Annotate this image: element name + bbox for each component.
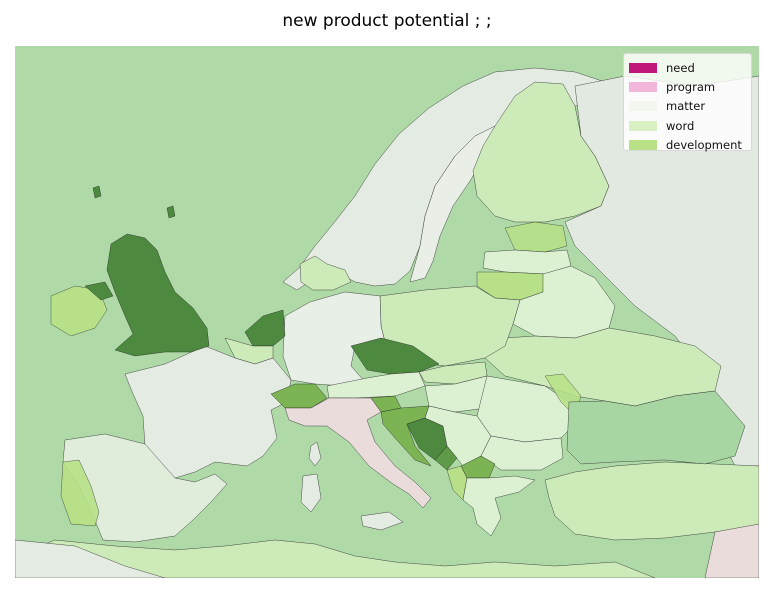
north-africa-west bbox=[15, 539, 166, 578]
country-denmark bbox=[299, 255, 352, 291]
legend-swatch-program bbox=[629, 82, 657, 93]
country-montenegro bbox=[434, 445, 458, 471]
island-sicily bbox=[360, 511, 404, 531]
legend-label-program: program bbox=[666, 80, 716, 95]
legend-swatch-matter bbox=[629, 101, 657, 112]
island-shetland bbox=[166, 205, 176, 219]
island-sardinia bbox=[300, 473, 322, 513]
country-czech bbox=[350, 337, 440, 375]
black-sea bbox=[566, 390, 746, 465]
country-estonia bbox=[504, 221, 568, 253]
legend-swatch-development bbox=[629, 140, 657, 151]
island-faroe bbox=[92, 185, 102, 199]
country-italy bbox=[284, 397, 432, 509]
middle-east bbox=[704, 523, 759, 578]
legend-item: development bbox=[629, 136, 751, 155]
legend-swatch-need bbox=[629, 62, 657, 73]
legend-label-development: development bbox=[666, 138, 742, 153]
legend-item: need bbox=[629, 58, 751, 77]
legend-item: program bbox=[629, 77, 751, 96]
country-greece bbox=[462, 475, 536, 537]
country-uk bbox=[106, 233, 210, 357]
legend-item: word bbox=[629, 116, 751, 135]
map-legend: need program matter word development bbox=[623, 53, 752, 152]
legend-label-need: need bbox=[666, 60, 695, 75]
legend-swatch-word bbox=[629, 120, 657, 131]
country-croatia bbox=[380, 405, 432, 467]
country-portugal bbox=[60, 459, 100, 527]
legend-label-matter: matter bbox=[666, 99, 706, 114]
map-title: new product potential ; ; bbox=[282, 11, 492, 31]
legend-label-word: word bbox=[666, 118, 695, 133]
legend-item: matter bbox=[629, 97, 751, 116]
country-turkey bbox=[544, 461, 759, 541]
island-corsica bbox=[308, 441, 322, 467]
north-africa bbox=[15, 539, 656, 578]
country-northern-ireland bbox=[84, 281, 114, 301]
country-ireland bbox=[50, 285, 108, 337]
